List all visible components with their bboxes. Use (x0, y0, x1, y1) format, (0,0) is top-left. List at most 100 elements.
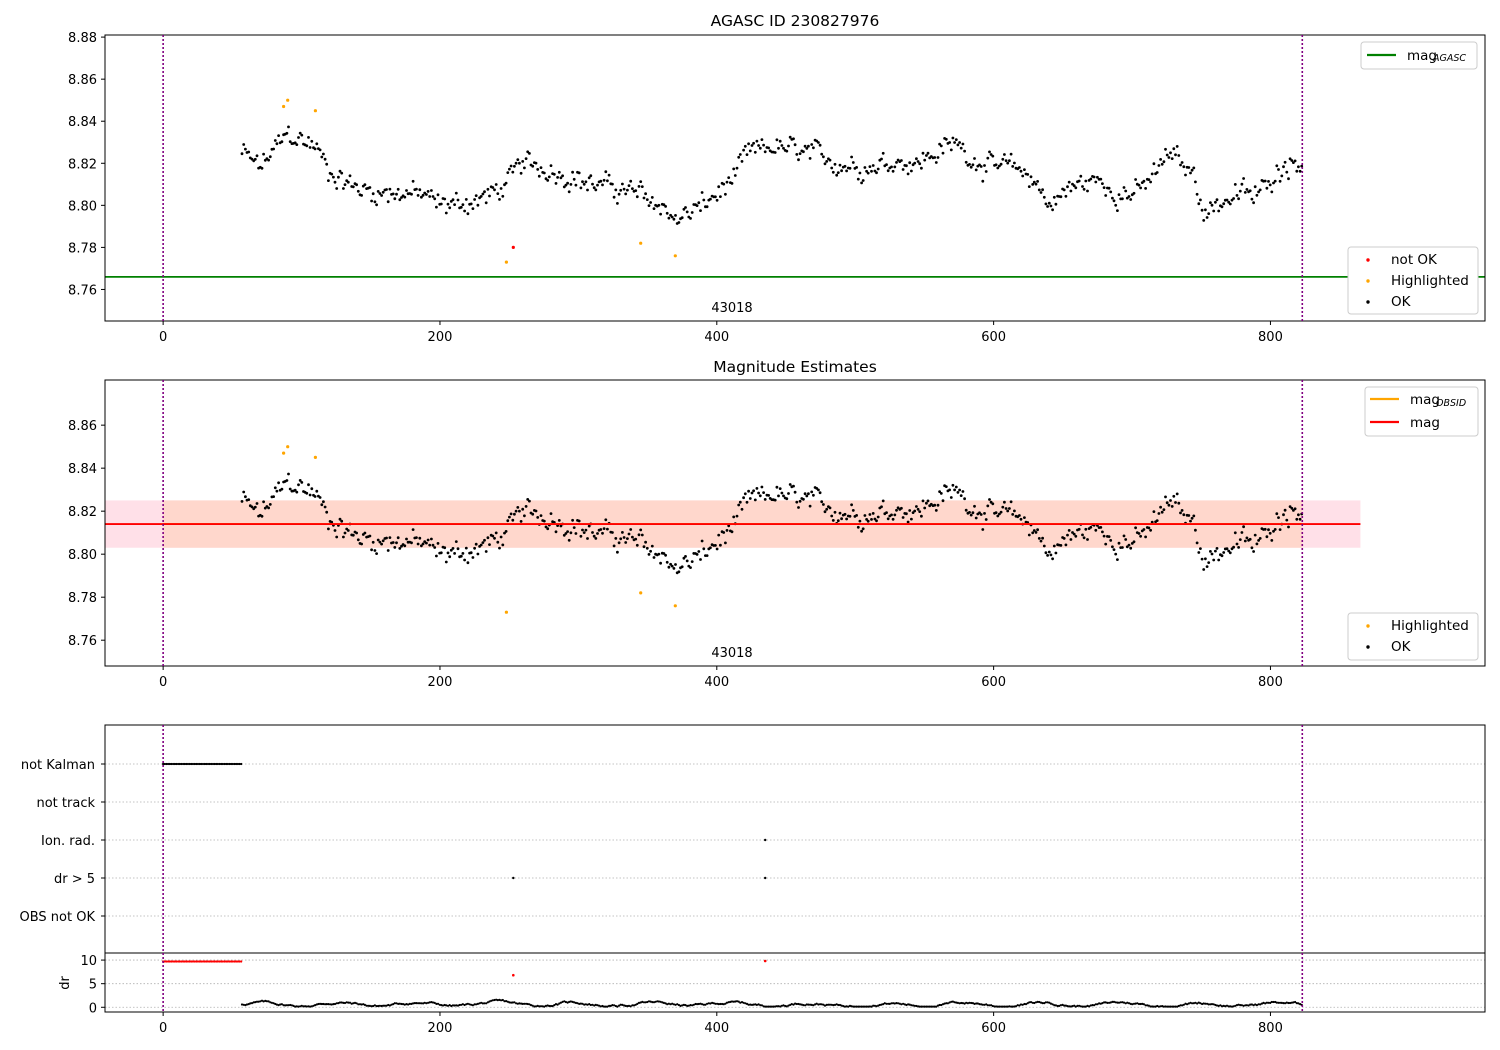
x-tick-label: 0 (159, 1021, 167, 1036)
ok-point (307, 483, 310, 487)
ok-point (735, 514, 739, 518)
dr-point (508, 1001, 511, 1004)
ok-point (715, 547, 719, 551)
dr-point (1156, 1004, 1159, 1008)
ok-point (250, 505, 254, 509)
dr-flag-point (203, 960, 206, 963)
dr-point (737, 1000, 740, 1003)
dr-point (827, 1003, 830, 1006)
ok-point (574, 532, 578, 535)
ok-point (1069, 189, 1073, 193)
ok-point (566, 530, 569, 533)
dr-point (295, 1005, 298, 1008)
ok-point (672, 217, 676, 221)
dr-point (1279, 1001, 1282, 1004)
ok-point (1268, 531, 1272, 535)
ok-point (428, 195, 432, 198)
ok-point (443, 197, 447, 201)
ok-point (956, 143, 960, 147)
ok-point (631, 535, 634, 539)
ok-point (1257, 539, 1260, 542)
ok-point (579, 534, 583, 538)
ok-point (634, 189, 638, 193)
dr-flag-point (177, 960, 180, 963)
ok-point (1046, 205, 1049, 208)
ok-point (652, 556, 656, 559)
ok-point (342, 535, 345, 539)
ok-point (1031, 531, 1035, 535)
dr-point (476, 1002, 479, 1006)
ok-point (1252, 201, 1255, 205)
x-tick-label: 600 (981, 330, 1006, 345)
dr-point (1005, 1005, 1008, 1008)
ok-point (1104, 542, 1108, 546)
dr-point (744, 1002, 747, 1005)
dr-point (329, 1003, 332, 1006)
ok-point (454, 540, 458, 543)
ok-point (893, 513, 897, 517)
dr-point (591, 1003, 594, 1006)
ok-point (1258, 188, 1262, 192)
dr-point (493, 998, 496, 1002)
dr-point (888, 1002, 891, 1006)
dr-point (305, 1005, 308, 1008)
ok-point (745, 153, 749, 157)
dr-point (1059, 1004, 1062, 1007)
ok-point (822, 503, 825, 506)
ok-point (1064, 194, 1068, 198)
dr-point (711, 1001, 714, 1005)
dr-point (1126, 1001, 1129, 1004)
ok-point (886, 169, 890, 173)
ok-point (1139, 186, 1142, 190)
ok-point (871, 512, 875, 515)
ok-point (833, 162, 837, 166)
ok-point (426, 538, 430, 542)
ok-point (1006, 509, 1010, 513)
ok-point (1004, 159, 1008, 163)
ok-point (564, 183, 568, 187)
ok-point (748, 497, 752, 500)
dr-point (579, 1002, 583, 1005)
ok-point (518, 161, 521, 165)
ok-point (484, 201, 488, 205)
dr-flag-point (205, 960, 208, 963)
dr-point (1294, 1000, 1297, 1004)
dr-point (515, 1002, 518, 1005)
dr-point (1116, 1001, 1119, 1004)
dr-point (983, 1003, 986, 1006)
ok-point (732, 167, 736, 171)
dr-point (1024, 1003, 1028, 1006)
dr-point (471, 1004, 474, 1007)
dr-point (659, 1000, 662, 1003)
dr-flag-point (186, 960, 190, 963)
dr-point (676, 1003, 679, 1006)
ok-point (778, 487, 782, 490)
highlighted-point (282, 104, 286, 109)
ok-point (1214, 200, 1217, 204)
ok-point (428, 543, 432, 547)
ok-point (1042, 544, 1046, 548)
ok-point (640, 533, 644, 537)
ok-point (787, 144, 790, 148)
ok-point (622, 536, 626, 539)
ok-point (476, 203, 480, 207)
ok-point (933, 156, 937, 159)
ok-point (494, 531, 498, 535)
flag-point (180, 762, 183, 766)
ok-point (690, 560, 694, 563)
ok-point (939, 492, 943, 495)
ok-point (571, 170, 574, 174)
dr-point (1038, 1000, 1041, 1004)
dr-point (1292, 1001, 1295, 1004)
ok-point (1041, 188, 1044, 192)
ok-point (1204, 208, 1207, 212)
ok-point (486, 187, 490, 191)
dr-point (662, 1001, 666, 1005)
ok-point (614, 537, 618, 540)
dr-point (1088, 1005, 1091, 1008)
highlighted-point (286, 98, 290, 102)
ok-point (1082, 187, 1086, 191)
ok-point (891, 169, 895, 173)
dr-point (1219, 1004, 1222, 1007)
dr-point (858, 1005, 862, 1008)
